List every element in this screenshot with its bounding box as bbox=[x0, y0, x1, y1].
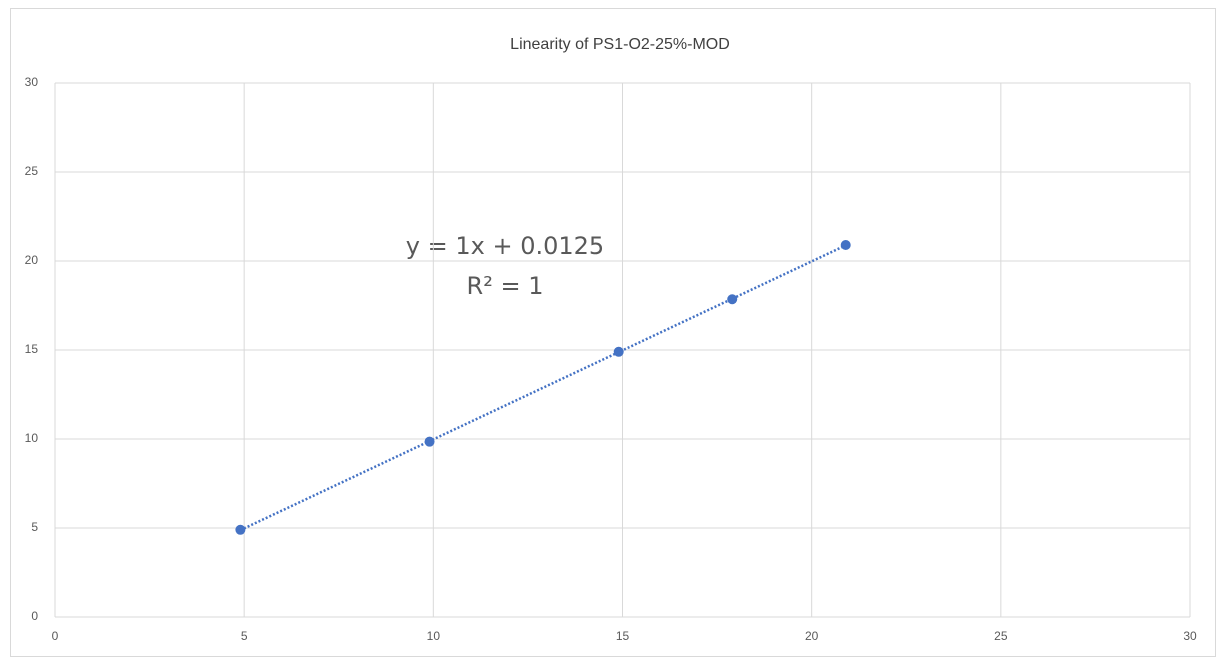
y-tick-label: 0 bbox=[31, 609, 38, 623]
y-tick-label: 30 bbox=[25, 75, 39, 89]
x-tick-label: 25 bbox=[994, 629, 1008, 643]
data-point bbox=[613, 346, 624, 357]
trendline bbox=[239, 244, 847, 532]
data-point bbox=[727, 294, 738, 305]
chart-border bbox=[10, 8, 1216, 657]
data-point bbox=[840, 239, 851, 250]
trendline-equation: y = 1x + 0.0125 bbox=[406, 232, 604, 260]
y-tick-label: 25 bbox=[25, 164, 39, 178]
y-tick-label: 15 bbox=[25, 342, 39, 356]
x-tick-label: 10 bbox=[427, 629, 441, 643]
x-tick-label: 0 bbox=[52, 629, 59, 643]
y-tick-label: 10 bbox=[25, 431, 39, 445]
chart-title: Linearity of PS1-O2-25%-MOD bbox=[510, 36, 730, 53]
trendline-r-squared: R² = 1 bbox=[467, 272, 544, 300]
data-point bbox=[235, 524, 246, 535]
y-tick-label: 20 bbox=[25, 253, 39, 267]
y-tick-label: 5 bbox=[31, 520, 38, 534]
x-tick-label: 30 bbox=[1183, 629, 1197, 643]
x-tick-label: 20 bbox=[805, 629, 819, 643]
x-tick-label: 15 bbox=[616, 629, 630, 643]
x-tick-label: 5 bbox=[241, 629, 248, 643]
data-point bbox=[424, 436, 435, 447]
